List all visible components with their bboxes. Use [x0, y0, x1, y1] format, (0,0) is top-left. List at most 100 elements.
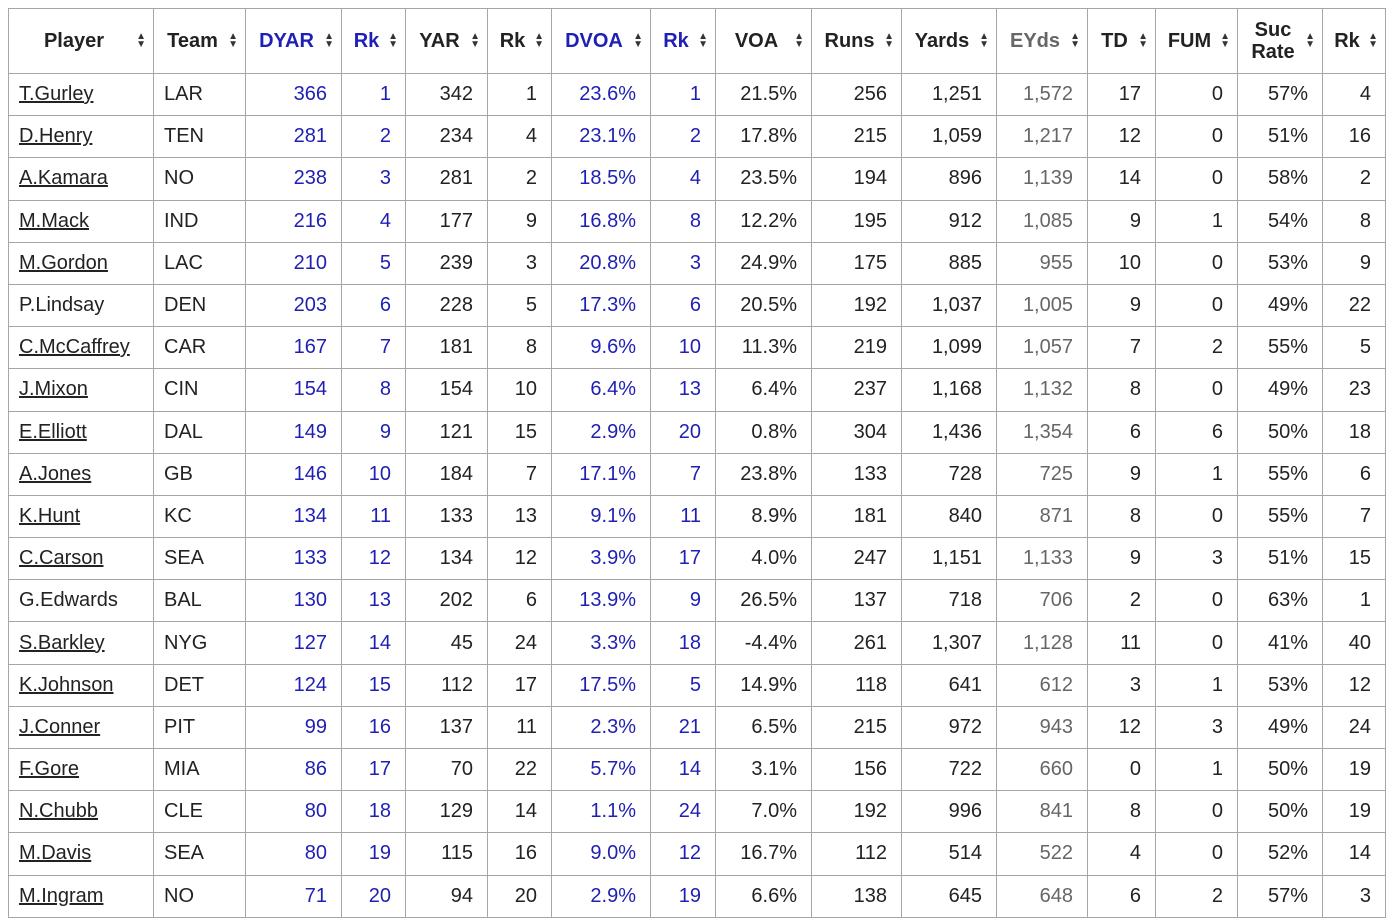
player-link[interactable]: N.Chubb — [19, 800, 98, 823]
sort-updown-icon[interactable]: ▲ ▼ — [388, 31, 398, 50]
column-header-dyar[interactable]: DYAR ▲ ▼ — [245, 8, 342, 74]
cell-rk: 11 — [487, 705, 552, 750]
player-link[interactable]: F.Gore — [19, 758, 80, 781]
sort-updown-icon[interactable]: ▲ ▼ — [1368, 31, 1378, 50]
cell-yards: 1,251 — [901, 72, 997, 117]
column-header-fum[interactable]: FUM ▲ ▼ — [1155, 8, 1238, 74]
cell-yards: 1,099 — [901, 326, 997, 370]
sort-updown-icon[interactable]: ▲ ▼ — [228, 31, 238, 50]
column-header-player[interactable]: Player ▲ ▼ — [8, 8, 154, 74]
player-link[interactable]: C.Carson — [19, 547, 104, 570]
player-link[interactable]: E.Elliott — [19, 420, 87, 443]
player-link[interactable]: J.Mixon — [19, 378, 88, 401]
cell-rk: 8 — [341, 368, 406, 412]
column-header-runs[interactable]: Runs ▲ ▼ — [811, 8, 902, 74]
cell-fum: 2 — [1155, 874, 1238, 918]
column-header-yards[interactable]: Yards ▲ ▼ — [901, 8, 997, 74]
player-cell: M.Gordon — [8, 241, 154, 285]
cell-yar: 281 — [405, 157, 488, 201]
column-header-rk[interactable]: Rk ▲ ▼ — [487, 8, 552, 74]
column-header-rk[interactable]: Rk ▲ ▼ — [341, 8, 406, 74]
cell-runs: 192 — [811, 283, 902, 328]
cell-rk: 17 — [341, 747, 406, 792]
cell-team: LAC — [153, 241, 246, 285]
player-link[interactable]: S.Barkley — [19, 631, 105, 654]
cell-rk: 19 — [1322, 790, 1386, 834]
cell-voa: 4.0% — [715, 537, 812, 581]
cell-dvoa: 9.1% — [551, 494, 651, 539]
player-link[interactable]: A.Jones — [19, 462, 92, 485]
column-header-td[interactable]: TD ▲ ▼ — [1087, 8, 1156, 74]
cell-dvoa: 23.1% — [551, 115, 651, 159]
player-cell: G.Edwards — [8, 579, 154, 623]
sort-updown-icon[interactable]: ▲ ▼ — [1138, 31, 1148, 50]
column-header-label: Player — [43, 30, 105, 52]
cell-fum: 0 — [1155, 241, 1238, 285]
cell-eyds: 660 — [996, 747, 1088, 792]
cell-rk: 2 — [341, 115, 406, 159]
cell-yar: 70 — [405, 747, 488, 792]
cell-td: 9 — [1087, 283, 1156, 328]
cell-rk: 10 — [341, 452, 406, 496]
player-link[interactable]: T.Gurley — [19, 83, 94, 106]
column-header-yar[interactable]: YAR ▲ ▼ — [405, 8, 488, 74]
table-row: K.Johnson DET 124 15 112 17 17.5% 5 14.9% 118 641 6… — [8, 663, 1386, 707]
sort-updown-icon[interactable]: ▲ ▼ — [979, 31, 989, 50]
cell-team: SEA — [153, 537, 246, 581]
cell-td: 8 — [1087, 368, 1156, 412]
cell-dyar: 80 — [245, 790, 342, 834]
player-link[interactable]: K.Johnson — [19, 673, 114, 696]
player-cell: D.Henry — [8, 115, 154, 159]
cell-dvoa: 16.8% — [551, 199, 651, 243]
cell-runs: 237 — [811, 368, 902, 412]
player-link[interactable]: K.Hunt — [19, 504, 81, 527]
sort-updown-icon[interactable]: ▲ ▼ — [136, 31, 146, 50]
column-header-voa[interactable]: VOA ▲ ▼ — [715, 8, 812, 74]
player-link[interactable]: J.Conner — [19, 715, 101, 738]
cell-rk: 5 — [650, 663, 716, 707]
column-header-dvoa[interactable]: DVOA ▲ ▼ — [551, 8, 651, 74]
sort-updown-icon[interactable]: ▲ ▼ — [633, 31, 643, 50]
player-link[interactable]: M.Gordon — [19, 251, 108, 274]
player-cell: J.Mixon — [8, 368, 154, 412]
sort-updown-icon[interactable]: ▲ ▼ — [324, 31, 334, 50]
player-link[interactable]: M.Mack — [19, 209, 89, 232]
player-link[interactable]: A.Kamara — [19, 167, 108, 190]
column-header-suc-rate[interactable]: Suc Rate ▲ ▼ — [1237, 8, 1323, 74]
player-cell: P.Lindsay — [8, 283, 154, 328]
cell-suc-rate: 51% — [1237, 115, 1323, 159]
sort-updown-icon[interactable]: ▲ ▼ — [470, 31, 480, 50]
cell-eyds: 943 — [996, 705, 1088, 750]
player-link[interactable]: C.McCaffrey — [19, 336, 130, 359]
cell-eyds: 522 — [996, 832, 1088, 876]
cell-td: 3 — [1087, 663, 1156, 707]
sort-updown-icon[interactable]: ▲ ▼ — [698, 31, 708, 50]
sort-updown-icon[interactable]: ▲ ▼ — [1220, 31, 1230, 50]
cell-rk: 18 — [341, 790, 406, 834]
sort-updown-icon[interactable]: ▲ ▼ — [1305, 31, 1315, 50]
cell-yar: 45 — [405, 621, 488, 665]
cell-dyar: 366 — [245, 72, 342, 117]
cell-team: TEN — [153, 115, 246, 159]
player-link[interactable]: D.Henry — [19, 125, 93, 148]
sort-updown-icon[interactable]: ▲ ▼ — [1070, 31, 1080, 50]
player-cell: A.Kamara — [8, 157, 154, 201]
cell-rk: 20 — [341, 874, 406, 918]
sort-updown-icon[interactable]: ▲ ▼ — [794, 31, 804, 50]
player-cell: M.Mack — [8, 199, 154, 243]
cell-yar: 181 — [405, 326, 488, 370]
column-header-rk[interactable]: Rk ▲ ▼ — [650, 8, 716, 74]
table-row: J.Conner PIT 99 16 137 11 2.3% 21 6.5% 215 972 943 1… — [8, 705, 1386, 750]
cell-suc-rate: 55% — [1237, 452, 1323, 496]
column-header-team[interactable]: Team ▲ ▼ — [153, 8, 246, 74]
sort-updown-icon[interactable]: ▲ ▼ — [534, 31, 544, 50]
cell-td: 12 — [1087, 705, 1156, 750]
column-header-rk[interactable]: Rk ▲ ▼ — [1322, 8, 1386, 74]
cell-rk: 7 — [487, 452, 552, 496]
column-header-eyds[interactable]: EYds ▲ ▼ — [996, 8, 1088, 74]
player-link[interactable]: M.Ingram — [19, 884, 104, 907]
cell-rk: 6 — [650, 283, 716, 328]
sort-updown-icon[interactable]: ▲ ▼ — [884, 31, 894, 50]
player-link[interactable]: M.Davis — [19, 842, 92, 865]
cell-suc-rate: 50% — [1237, 790, 1323, 834]
